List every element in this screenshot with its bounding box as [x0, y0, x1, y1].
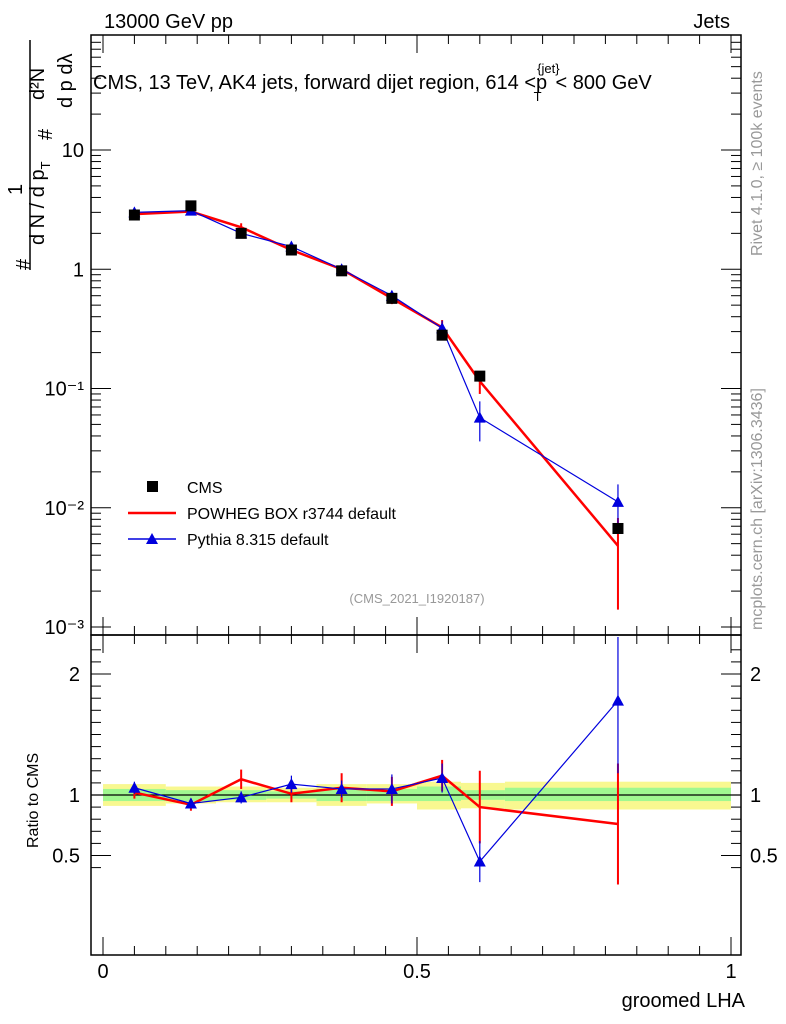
ratio-pythia-marker: [235, 791, 248, 803]
rivet-version-label: Rivet 4.1.0, ≥ 100k events: [749, 71, 766, 256]
ratio-pythia-marker: [611, 694, 624, 706]
analysis-reference: (CMS_2021_I1920187): [349, 591, 484, 606]
ratio-panel: 0.5 0.5 1 1 2 2 0 0.5 1: [52, 634, 778, 983]
ratio-pythia-marker: [385, 782, 398, 794]
y-label-frac-numer: d²N: [27, 68, 49, 100]
ratio-y-tick-label-left: 2: [69, 664, 80, 686]
ratio-bands: [103, 781, 731, 810]
main-series: [128, 200, 624, 610]
ratio-y-tick-label-left: 1: [69, 785, 80, 807]
cms-data-point: [185, 200, 197, 212]
y-label-frac-denom: d p dλ: [55, 54, 77, 108]
plot-title: CMS, 13 TeV, AK4 jets, forward dijet reg…: [93, 61, 652, 104]
legend-label-pythia: Pythia 8.315 default: [187, 532, 329, 549]
y-tick-label: 1: [73, 259, 84, 281]
cms-data-point: [285, 244, 297, 256]
legend-marker-cms: [147, 481, 158, 492]
ratio-pythia-line: [134, 700, 619, 863]
cms-data-point: [436, 329, 448, 341]
ratio-pythia-marker: [473, 855, 486, 867]
y-label-denom: d N / d pT: [27, 161, 53, 245]
cms-data-point: [336, 265, 348, 277]
x-tick-label: 0: [97, 961, 108, 983]
legend: CMS POWHEG BOX r3744 default Pythia 8.31…: [128, 480, 397, 549]
ratio-pythia-marker: [128, 781, 141, 793]
cms-data-point: [235, 227, 247, 239]
ratio-y-label: Ratio to CMS: [25, 753, 42, 848]
ratio-y-tick-label-right: 0.5: [750, 846, 778, 868]
cms-data-point: [386, 292, 398, 304]
ratio-pythia-marker: [335, 782, 348, 794]
title-main: CMS, 13 TeV, AK4 jets, forward dijet reg…: [93, 72, 547, 94]
cms-data-point: [612, 522, 624, 534]
category-label: Jets: [693, 11, 730, 33]
ratio-series: [128, 637, 624, 885]
x-axis-label: groomed LHA: [622, 990, 746, 1012]
y-tick-label: 10⁻²: [45, 498, 85, 520]
mcplots-label: mcplots.cern.ch [arXiv:1306.3436]: [749, 388, 766, 630]
legend-marker-pythia: [146, 533, 158, 544]
y-label-hash-2: #: [35, 128, 57, 140]
pythia-line: [134, 210, 619, 503]
main-axes-ticks: 10⁻³ 10⁻² 10⁻¹ 1 10: [45, 35, 741, 639]
ratio-axes-ticks: 0.5 0.5 1 1 2 2 0 0.5 1: [52, 635, 778, 983]
y-label-numer: 1: [5, 184, 27, 195]
title-tail: < 800 GeV: [556, 72, 653, 94]
title-sup: {jet}: [537, 61, 560, 76]
y-tick-label: 10⁻¹: [45, 379, 85, 401]
ratio-pythia-marker: [436, 772, 449, 784]
y-tick-label: 10⁻³: [45, 617, 85, 639]
ratio-y-tick-label-left: 0.5: [52, 846, 80, 868]
ratio-y-tick-label-right: 2: [750, 664, 761, 686]
pythia-marker: [473, 411, 486, 423]
legend-label-powheg: POWHEG BOX r3744 default: [187, 506, 397, 523]
cms-data-point: [128, 209, 140, 221]
ratio-pythia-marker: [285, 778, 298, 790]
energy-label: 13000 GeV pp: [104, 11, 233, 33]
cms-data-point: [474, 370, 486, 382]
x-tick-label: 0.5: [403, 961, 431, 983]
ratio-band-inner: [165, 790, 217, 802]
y-axis-label: d N / d pT 1 # d²N d p dλ #: [5, 40, 77, 270]
y-label-hash-1: #: [13, 258, 35, 270]
ratio-band-inner: [417, 786, 461, 802]
y-tick-label: 10: [62, 140, 84, 162]
legend-label-cms: CMS: [187, 480, 223, 497]
ratio-frame: [90, 634, 742, 956]
x-tick-label: 1: [725, 961, 736, 983]
ratio-y-tick-label-right: 1: [750, 785, 761, 807]
title-sub: T: [534, 89, 542, 104]
main-panel: 10⁻³ 10⁻² 10⁻¹ 1 10: [45, 34, 742, 639]
pythia-marker: [611, 495, 624, 507]
ratio-pythia-marker: [184, 797, 197, 809]
